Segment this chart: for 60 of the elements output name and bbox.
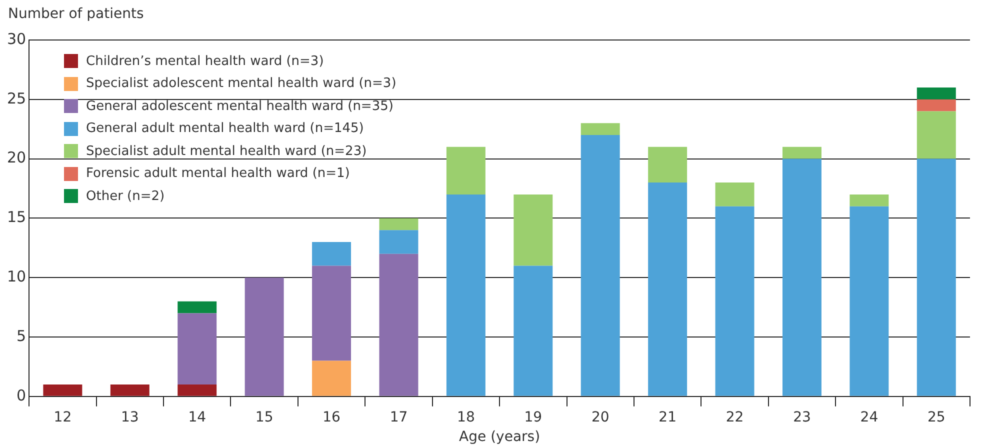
bar <box>110 384 150 396</box>
x-tick-label: 19 <box>524 409 542 426</box>
x-tick-label: 18 <box>457 409 475 426</box>
legend-label: Specialist adult mental health ward (n=23) <box>86 144 367 159</box>
bar <box>916 88 956 100</box>
y-axis-title: Number of patients <box>8 6 144 22</box>
x-axis-title: Age (years) <box>459 429 540 446</box>
bar <box>916 158 956 396</box>
bar <box>580 135 620 396</box>
bar <box>312 360 352 396</box>
x-tick-label: 22 <box>726 409 744 426</box>
bar <box>379 254 418 396</box>
y-tick-label: 20 <box>6 148 26 167</box>
bar <box>446 146 486 194</box>
x-tick-label: 24 <box>860 409 878 426</box>
bar <box>648 146 688 183</box>
bar <box>43 384 82 396</box>
bar <box>782 158 822 396</box>
bar <box>850 194 889 206</box>
x-tick-label: 13 <box>120 409 139 426</box>
bar <box>379 230 418 254</box>
bar <box>312 266 352 361</box>
x-tick-label: 12 <box>54 409 72 426</box>
x-tick-label: 17 <box>390 409 408 426</box>
bar <box>178 313 217 385</box>
x-tick-label: 21 <box>658 409 676 426</box>
bar <box>514 194 553 266</box>
bar <box>379 218 418 230</box>
bar <box>715 206 754 396</box>
y-tick-label: 25 <box>6 89 26 108</box>
legend-label: Children’s mental health ward (n=3) <box>86 54 324 69</box>
x-tick-label: 14 <box>188 409 206 426</box>
legend-label: General adolescent mental health ward (n=35) <box>86 98 394 114</box>
bar <box>514 266 553 396</box>
bar <box>782 146 822 159</box>
x-tick-label: 20 <box>591 409 610 426</box>
bar <box>446 194 486 396</box>
y-tick-label: 15 <box>6 208 26 226</box>
bar <box>580 123 620 136</box>
bar <box>916 111 956 159</box>
bar <box>715 182 754 206</box>
x-tick-label: 15 <box>255 409 274 426</box>
legend-label: General adult mental health ward (n=145) <box>86 121 364 136</box>
bar <box>648 182 688 396</box>
y-tick-label: 5 <box>16 326 26 345</box>
y-tick-label: 30 <box>6 30 26 48</box>
x-tick-label: 16 <box>322 409 341 426</box>
bar <box>244 278 284 396</box>
legend-label: Other (n=2) <box>86 188 165 204</box>
bar <box>178 301 217 314</box>
y-tick-label: 10 <box>6 267 26 286</box>
y-tick-label: 0 <box>16 386 26 404</box>
legend-label: Forensic adult mental health ward (n=1) <box>86 166 350 182</box>
bar <box>916 99 956 112</box>
legend-label: Specialist adolescent mental health ward (n=3) <box>86 76 396 92</box>
x-tick-label: 23 <box>793 409 811 426</box>
bar <box>178 384 217 396</box>
x-tick-label: 25 <box>927 409 946 426</box>
bar <box>312 242 352 266</box>
bar <box>850 206 889 396</box>
